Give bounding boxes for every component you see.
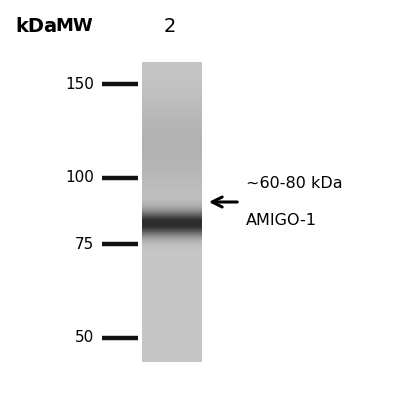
Text: 2: 2 xyxy=(164,16,176,36)
Text: AMIGO-1: AMIGO-1 xyxy=(246,213,317,228)
Text: 100: 100 xyxy=(65,170,94,185)
Text: 50: 50 xyxy=(75,330,94,345)
Text: ~60-80 kDa: ~60-80 kDa xyxy=(246,176,343,191)
Text: MW: MW xyxy=(55,17,93,35)
Text: 75: 75 xyxy=(75,236,94,252)
Text: kDa: kDa xyxy=(15,16,57,36)
Text: 150: 150 xyxy=(65,76,94,92)
